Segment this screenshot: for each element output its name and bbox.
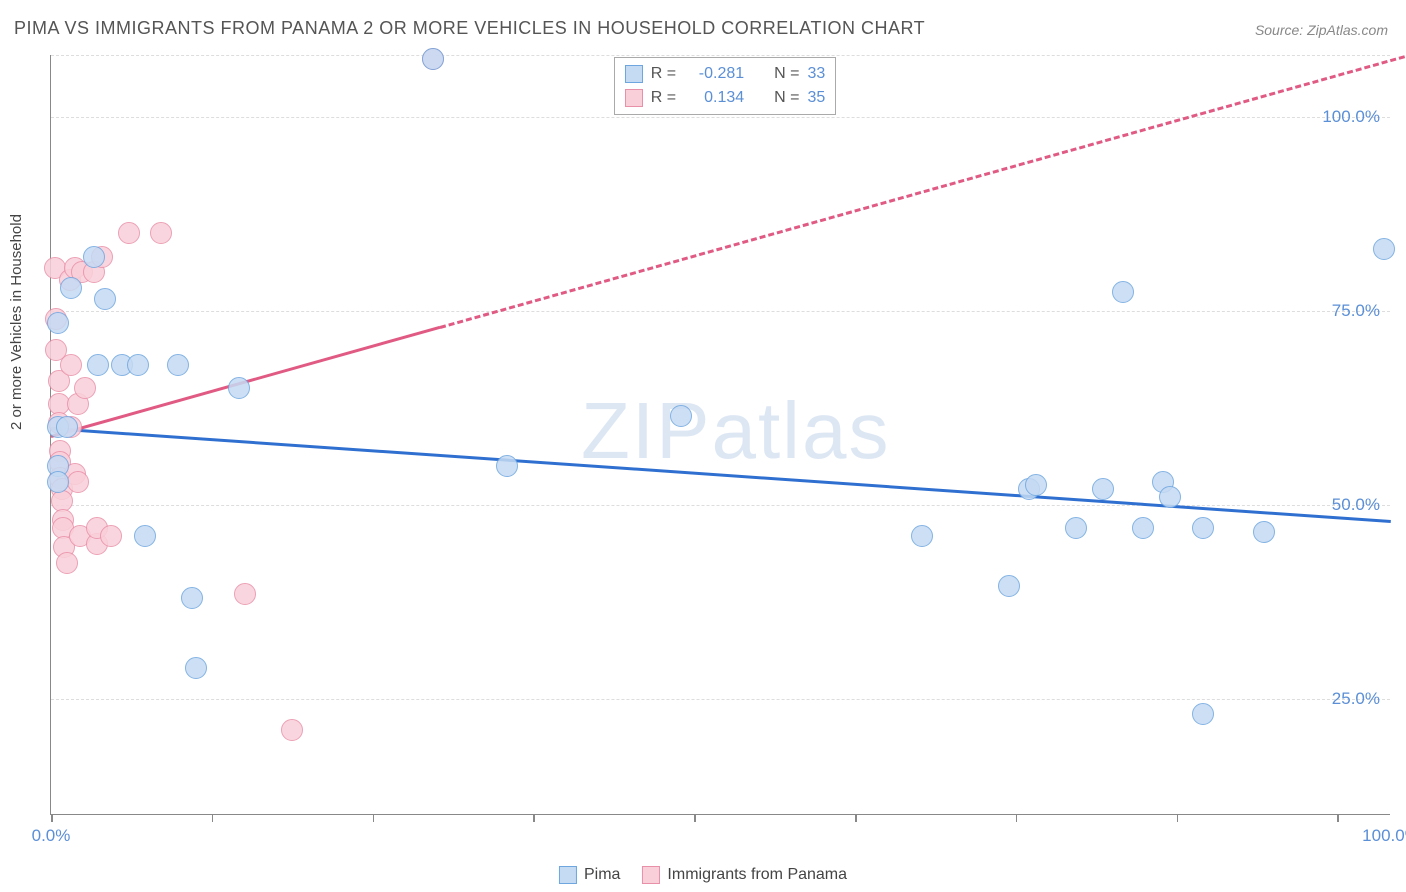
data-point <box>181 587 203 609</box>
legend-swatch <box>642 866 660 884</box>
data-point <box>150 222 172 244</box>
trend-line-dashed <box>439 55 1405 329</box>
data-point <box>1373 238 1395 260</box>
chart-container: PIMA VS IMMIGRANTS FROM PANAMA 2 OR MORE… <box>0 0 1406 892</box>
x-tick <box>1016 814 1018 822</box>
data-point <box>94 288 116 310</box>
data-point <box>1253 521 1275 543</box>
r-label: R = <box>651 89 676 107</box>
x-tick <box>1337 814 1339 822</box>
data-point <box>134 525 156 547</box>
data-point <box>127 354 149 376</box>
data-point <box>1092 478 1114 500</box>
n-label: N = <box>774 89 799 107</box>
data-point <box>422 48 444 70</box>
gridline <box>51 699 1390 700</box>
data-point <box>83 246 105 268</box>
y-tick-label: 50.0% <box>1332 495 1380 515</box>
legend-row: R = -0.281 N = 33 <box>625 62 825 86</box>
data-point <box>1192 703 1214 725</box>
r-value: -0.281 <box>684 65 744 83</box>
x-tick-label: 100.0% <box>1362 826 1406 846</box>
r-label: R = <box>651 65 676 83</box>
x-tick <box>373 814 375 822</box>
n-value: 35 <box>807 89 825 107</box>
x-tick <box>1177 814 1179 822</box>
x-tick <box>212 814 214 822</box>
data-point <box>87 354 109 376</box>
n-label: N = <box>774 65 799 83</box>
data-point <box>167 354 189 376</box>
data-point <box>47 471 69 493</box>
correlation-legend: R = -0.281 N = 33 R = 0.134 N = 35 <box>614 57 836 115</box>
data-point <box>1132 517 1154 539</box>
gridline <box>51 55 1390 56</box>
trend-line <box>51 427 1391 523</box>
data-point <box>100 525 122 547</box>
watermark: ZIPatlas <box>581 385 890 477</box>
source-label: Source: ZipAtlas.com <box>1255 22 1388 38</box>
data-point <box>56 416 78 438</box>
data-point <box>67 471 89 493</box>
legend-label: Immigrants from Panama <box>667 866 847 884</box>
y-tick-label: 75.0% <box>1332 301 1380 321</box>
data-point <box>998 575 1020 597</box>
plot-area: ZIPatlas 25.0%50.0%75.0%100.0%0.0%100.0%… <box>50 55 1390 815</box>
data-point <box>1192 517 1214 539</box>
data-point <box>56 552 78 574</box>
legend-row: R = 0.134 N = 35 <box>625 86 825 110</box>
data-point <box>911 525 933 547</box>
data-point <box>496 455 518 477</box>
data-point <box>1025 474 1047 496</box>
y-axis-label: 2 or more Vehicles in Household <box>8 214 25 430</box>
chart-title: PIMA VS IMMIGRANTS FROM PANAMA 2 OR MORE… <box>14 18 925 39</box>
data-point <box>118 222 140 244</box>
x-tick <box>533 814 535 822</box>
legend-swatch <box>625 89 643 107</box>
r-value: 0.134 <box>684 89 744 107</box>
legend-swatch <box>625 65 643 83</box>
y-tick-label: 25.0% <box>1332 689 1380 709</box>
x-tick-label: 0.0% <box>32 826 71 846</box>
legend-swatch <box>559 866 577 884</box>
legend-label: Pima <box>584 866 620 884</box>
data-point <box>60 354 82 376</box>
data-point <box>74 377 96 399</box>
data-point <box>60 277 82 299</box>
data-point <box>670 405 692 427</box>
gridline <box>51 311 1390 312</box>
data-point <box>1065 517 1087 539</box>
n-value: 33 <box>807 65 825 83</box>
x-tick <box>855 814 857 822</box>
legend-bottom: Pima Immigrants from Panama <box>559 866 847 884</box>
legend-item: Pima <box>559 866 620 884</box>
data-point <box>1159 486 1181 508</box>
x-tick <box>694 814 696 822</box>
legend-item: Immigrants from Panama <box>642 866 847 884</box>
data-point <box>47 312 69 334</box>
data-point <box>234 583 256 605</box>
data-point <box>228 377 250 399</box>
data-point <box>1112 281 1134 303</box>
data-point <box>281 719 303 741</box>
y-tick-label: 100.0% <box>1322 107 1380 127</box>
x-tick <box>51 814 53 822</box>
data-point <box>185 657 207 679</box>
